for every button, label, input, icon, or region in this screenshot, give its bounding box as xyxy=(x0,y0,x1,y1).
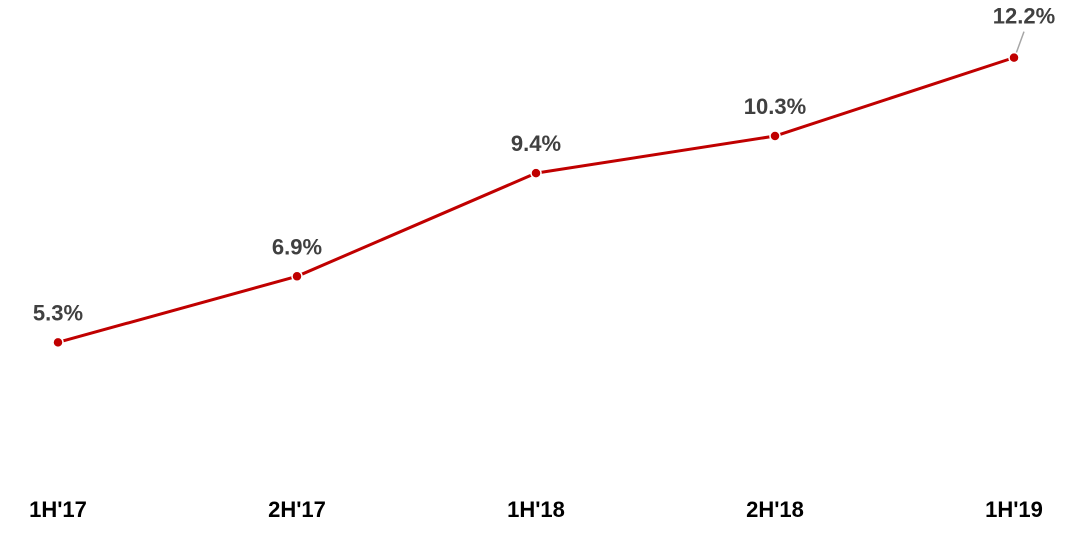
x-axis-tick-labels: 1H'17 2H'17 1H'18 2H'18 1H'19 xyxy=(29,497,1043,522)
leader-line xyxy=(1015,31,1025,54)
x-tick-label: 1H'17 xyxy=(29,497,87,522)
data-point xyxy=(530,167,542,179)
data-points xyxy=(52,51,1020,349)
x-tick-label: 2H'17 xyxy=(268,497,326,522)
data-label: 10.3% xyxy=(744,94,806,119)
series-line xyxy=(57,56,1015,344)
data-label: 5.3% xyxy=(33,300,83,325)
data-point xyxy=(291,270,303,283)
data-labels: 5.3% 6.9% 9.4% 10.3% 12.2% xyxy=(33,4,1055,326)
leader-lines xyxy=(1015,31,1025,54)
data-point xyxy=(52,336,64,349)
data-label: 12.2% xyxy=(993,4,1055,29)
data-label: 6.9% xyxy=(272,234,322,259)
data-label: 9.4% xyxy=(511,131,561,156)
data-point xyxy=(1008,51,1020,64)
x-tick-label: 1H'18 xyxy=(507,497,565,522)
x-tick-label: 2H'18 xyxy=(746,497,804,522)
x-tick-label: 1H'19 xyxy=(985,497,1043,522)
data-point xyxy=(769,130,781,142)
